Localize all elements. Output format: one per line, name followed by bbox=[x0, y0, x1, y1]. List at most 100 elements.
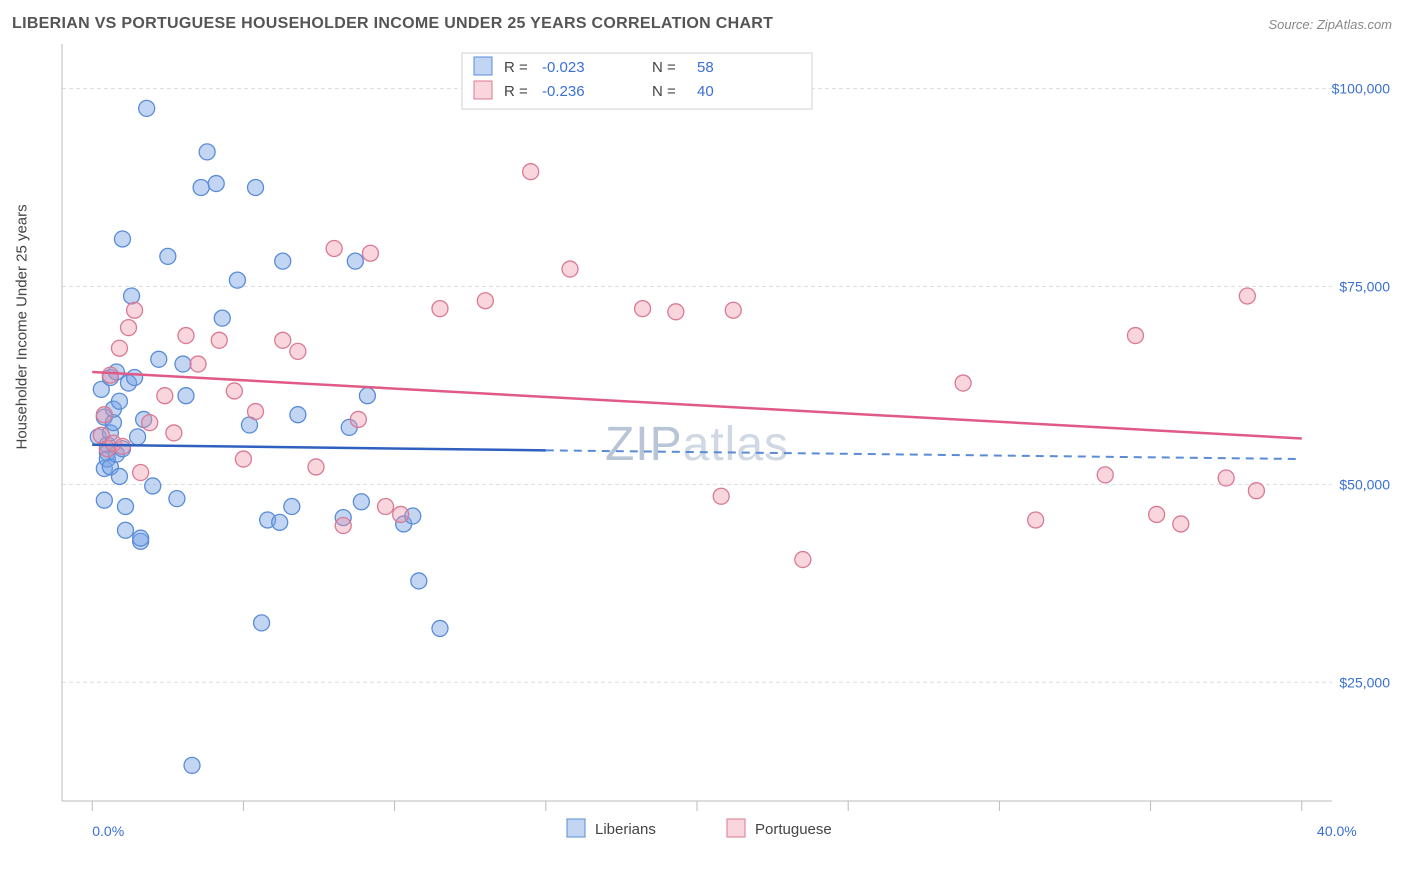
data-point bbox=[151, 351, 167, 367]
data-point bbox=[359, 388, 375, 404]
data-point bbox=[290, 407, 306, 423]
data-point bbox=[347, 253, 363, 269]
data-point bbox=[523, 164, 539, 180]
watermark: ZIPatlas bbox=[605, 418, 789, 471]
data-point bbox=[955, 375, 971, 391]
y-tick-label: $50,000 bbox=[1339, 476, 1390, 492]
y-axis-label: Householder Income Under 25 years bbox=[14, 204, 31, 449]
data-point bbox=[211, 332, 227, 348]
data-point bbox=[432, 301, 448, 317]
data-point bbox=[350, 411, 366, 427]
data-point bbox=[169, 491, 185, 507]
data-point bbox=[208, 176, 224, 192]
legend-swatch bbox=[474, 57, 492, 75]
data-point bbox=[362, 245, 378, 261]
data-point bbox=[178, 328, 194, 344]
data-point bbox=[1149, 506, 1165, 522]
data-point bbox=[124, 288, 140, 304]
data-point bbox=[127, 302, 143, 318]
data-point bbox=[1097, 467, 1113, 483]
data-point bbox=[184, 757, 200, 773]
bottom-legend-swatch bbox=[567, 819, 585, 837]
data-point bbox=[145, 478, 161, 494]
data-point bbox=[290, 343, 306, 359]
legend-r-label: R = bbox=[504, 83, 528, 100]
data-point bbox=[1173, 516, 1189, 532]
data-point bbox=[432, 620, 448, 636]
data-point bbox=[668, 304, 684, 320]
legend-r-value: -0.236 bbox=[542, 83, 585, 100]
data-point bbox=[127, 370, 143, 386]
data-point bbox=[121, 320, 137, 336]
data-point bbox=[248, 180, 264, 196]
data-point bbox=[111, 468, 127, 484]
chart-title: LIBERIAN VS PORTUGUESE HOUSEHOLDER INCOM… bbox=[12, 15, 773, 33]
data-point bbox=[96, 407, 112, 423]
data-point bbox=[96, 492, 112, 508]
legend-r-value: -0.023 bbox=[542, 59, 585, 76]
y-tick-label: $25,000 bbox=[1339, 674, 1390, 690]
data-point bbox=[229, 272, 245, 288]
data-point bbox=[133, 464, 149, 480]
trend-line bbox=[92, 445, 546, 451]
data-point bbox=[477, 293, 493, 309]
data-point bbox=[133, 530, 149, 546]
data-point bbox=[562, 261, 578, 277]
source-label: Source: ZipAtlas.com bbox=[1268, 17, 1392, 32]
data-point bbox=[118, 522, 134, 538]
data-point bbox=[166, 425, 182, 441]
legend-r-label: R = bbox=[504, 59, 528, 76]
data-point bbox=[139, 100, 155, 116]
data-point bbox=[199, 144, 215, 160]
data-point bbox=[226, 383, 242, 399]
data-point bbox=[160, 248, 176, 264]
data-point bbox=[411, 573, 427, 589]
chart-header: LIBERIAN VS PORTUGUESE HOUSEHOLDER INCOM… bbox=[12, 15, 1394, 41]
data-point bbox=[1028, 512, 1044, 528]
data-point bbox=[335, 518, 351, 534]
data-point bbox=[275, 253, 291, 269]
data-point bbox=[178, 388, 194, 404]
data-point bbox=[111, 340, 127, 356]
data-point bbox=[235, 451, 251, 467]
data-point bbox=[111, 393, 127, 409]
data-point bbox=[353, 494, 369, 510]
data-point bbox=[275, 332, 291, 348]
legend-n-value: 58 bbox=[697, 59, 714, 76]
data-point bbox=[114, 231, 130, 247]
scatter-plot: $25,000$50,000$75,000$100,000ZIPatlas0.0… bbox=[12, 41, 1394, 861]
data-point bbox=[1127, 328, 1143, 344]
bottom-legend-label: Liberians bbox=[595, 821, 656, 838]
data-point bbox=[308, 459, 324, 475]
data-point bbox=[326, 240, 342, 256]
bottom-legend-label: Portuguese bbox=[755, 821, 832, 838]
y-tick-label: $75,000 bbox=[1339, 278, 1390, 294]
legend-n-label: N = bbox=[652, 59, 676, 76]
bottom-legend-swatch bbox=[727, 819, 745, 837]
data-point bbox=[142, 415, 158, 431]
data-point bbox=[1239, 288, 1255, 304]
legend-swatch bbox=[474, 81, 492, 99]
data-point bbox=[254, 615, 270, 631]
legend-n-label: N = bbox=[652, 83, 676, 100]
data-point bbox=[1248, 483, 1264, 499]
data-point bbox=[130, 429, 146, 445]
data-point bbox=[1218, 470, 1234, 486]
data-point bbox=[190, 356, 206, 372]
x-end-label: 40.0% bbox=[1317, 823, 1357, 839]
data-point bbox=[272, 514, 288, 530]
data-point bbox=[248, 404, 264, 420]
data-point bbox=[725, 302, 741, 318]
data-point bbox=[284, 499, 300, 515]
plot-wrapper: Householder Income Under 25 years $25,00… bbox=[12, 41, 1394, 861]
data-point bbox=[393, 506, 409, 522]
data-point bbox=[713, 488, 729, 504]
data-point bbox=[175, 356, 191, 372]
chart-container: LIBERIAN VS PORTUGUESE HOUSEHOLDER INCOM… bbox=[12, 15, 1394, 861]
legend-n-value: 40 bbox=[697, 83, 714, 100]
data-point bbox=[214, 310, 230, 326]
data-point bbox=[102, 367, 118, 383]
data-point bbox=[193, 180, 209, 196]
data-point bbox=[157, 388, 173, 404]
y-tick-label: $100,000 bbox=[1332, 81, 1391, 97]
